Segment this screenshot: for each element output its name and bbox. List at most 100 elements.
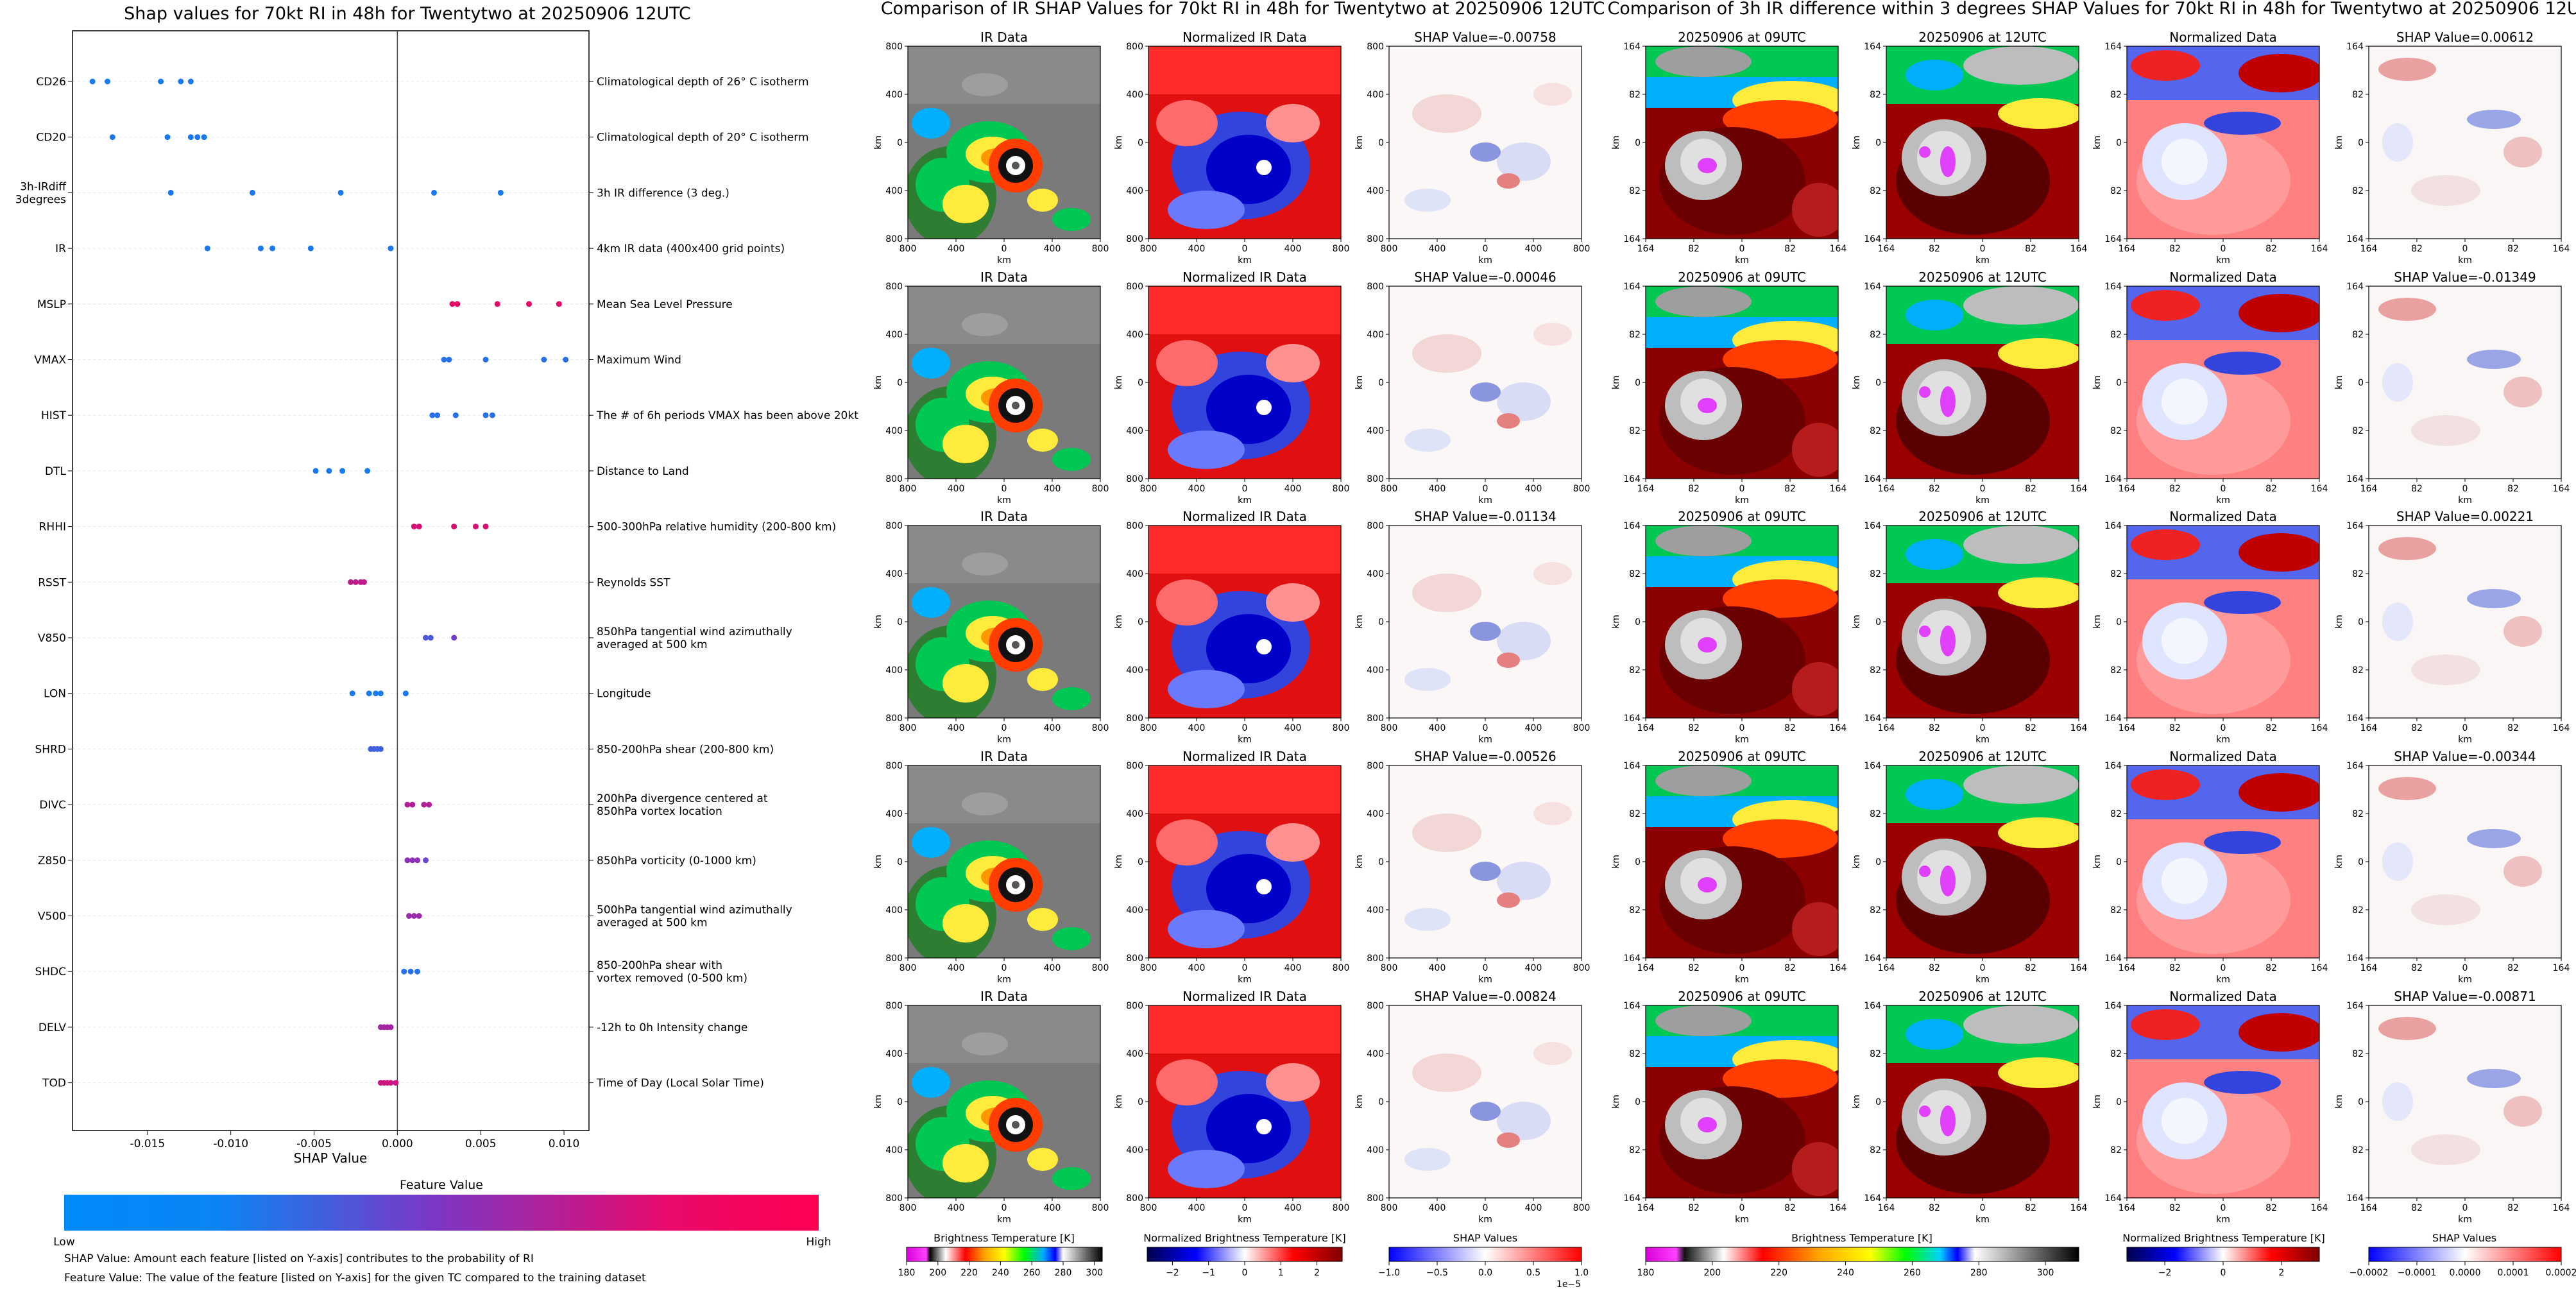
tick-label: 800 (1381, 1203, 1398, 1213)
irdiff-panel-title: Normalized Data (2169, 509, 2277, 524)
tick-label: 0 (1635, 857, 1641, 867)
tick-label: 800 (1126, 282, 1143, 292)
irdiff-panel-image (1646, 46, 1838, 239)
tick-label: 82 (1784, 1203, 1796, 1213)
tick-label: 400 (1188, 723, 1206, 733)
axis-label-x: km (997, 495, 1011, 506)
tick-label: 800 (1126, 234, 1143, 244)
shap-feature-description: Distance to Land (597, 465, 689, 478)
shap-dot (164, 134, 171, 141)
tick-label: 400 (948, 244, 965, 254)
ir-panel-title: Normalized IR Data (1182, 269, 1307, 285)
ir-panel-image (1389, 286, 1582, 479)
tick-label: 800 (885, 234, 903, 244)
tick-label: 164 (2553, 484, 2570, 494)
tick-label: 164 (1864, 234, 1881, 244)
ir-shap-colorbar-label: SHAP Values (1453, 1232, 1517, 1244)
ir-panel-title: IR Data (980, 30, 1028, 45)
tick-label: 164 (1878, 244, 1895, 254)
tick-label: 400 (885, 330, 903, 340)
tick-label: 0 (2358, 138, 2364, 148)
tick-label: 82 (2411, 244, 2423, 254)
tick-label: 400 (948, 963, 965, 973)
axis-label-y: km (873, 615, 883, 629)
tick-label: 82 (1929, 244, 1940, 254)
irdiff-norm-colorbar-label: Normalized Brightness Temperature [K] (2122, 1232, 2325, 1244)
tick-label: 800 (1126, 42, 1143, 52)
irdiff-colorbars: Brightness Temperature [K] Normalized Br… (1637, 1232, 2576, 1278)
tick-label: 800 (1140, 484, 1157, 494)
shap-dot (352, 579, 359, 585)
ir-panel-image (1148, 286, 1341, 479)
tick-label: 400 (1284, 1203, 1302, 1213)
axis-label-x: km (1735, 975, 1749, 985)
axis-label-x: km (2216, 735, 2230, 745)
tick-label: 0 (1980, 1203, 1986, 1213)
tick-label: 164 (1830, 963, 1847, 973)
irdiff-panel-image (2369, 765, 2561, 958)
colorbar-tick-label: 0 (1242, 1268, 1248, 1278)
tick-label: 800 (1367, 1193, 1384, 1204)
irdiff-panel-image (2127, 46, 2319, 239)
feature-value-high-label: High (806, 1236, 831, 1249)
tick-label: 800 (1573, 963, 1591, 973)
tick-label: 400 (948, 723, 965, 733)
tick-label: 82 (1870, 905, 1881, 916)
axis-label-x: km (2458, 1215, 2472, 1225)
axis-label-x: km (1975, 735, 1990, 745)
shap-dot (452, 412, 459, 418)
tick-label: 164 (2070, 244, 2088, 254)
tick-label: 0 (1483, 484, 1488, 494)
shap-dot (454, 301, 461, 307)
tick-label: 0 (2358, 857, 2364, 867)
axis-label-x: km (2216, 495, 2230, 506)
shap-dot (388, 1080, 394, 1086)
tick-label: 82 (2507, 484, 2519, 494)
shap-dot (411, 913, 417, 919)
tick-label: 82 (1870, 186, 1881, 196)
tick-label: 164 (2553, 963, 2570, 973)
shap-dot (326, 468, 332, 474)
tick-label: 82 (2265, 244, 2277, 254)
tick-label: 800 (1367, 474, 1384, 484)
tick-label: 82 (1629, 426, 1641, 436)
tick-label: 82 (2110, 186, 2122, 196)
tick-label: 800 (1367, 713, 1384, 724)
tick-label: 82 (2352, 665, 2364, 676)
tick-label: 82 (2169, 723, 2181, 733)
tick-label: 800 (1573, 723, 1591, 733)
shap-dot (402, 690, 409, 697)
tick-label: 400 (885, 569, 903, 579)
shap-summary-axes (72, 30, 590, 1131)
colorbar-tick-label: −0.0002 (2350, 1268, 2389, 1278)
irdiff-panel-title: Normalized Data (2169, 269, 2277, 285)
tick-label: 164 (1830, 1203, 1847, 1213)
tick-label: 800 (1573, 244, 1591, 254)
tick-label: 800 (1367, 42, 1384, 52)
tick-label: 164 (1637, 484, 1655, 494)
shap-feature-descriptions: Climatological depth of 26° C isotherm Cl… (596, 76, 858, 1090)
tick-label: 0 (2221, 244, 2226, 254)
tick-label: 0 (1378, 617, 1384, 627)
tick-label: 82 (2352, 569, 2364, 579)
ir-shap-comparison: Comparison of IR SHAP Values for 70kt RI… (873, 0, 1605, 1289)
shap-feature-description: Maximum Wind (597, 354, 681, 367)
colorbar-tick-label: 2 (2278, 1268, 2284, 1278)
tick-label: 400 (1126, 426, 1143, 436)
tick-label: 0 (2358, 378, 2364, 388)
tick-label: 0 (1739, 963, 1745, 973)
tick-label: 0 (1875, 378, 1881, 388)
shap-x-tick-label: 0.005 (465, 1138, 497, 1150)
tick-label: 82 (2110, 330, 2122, 340)
colorbar-tick-label: 0.0000 (2450, 1268, 2481, 1278)
axis-label-x: km (997, 1215, 1011, 1225)
tick-label: 82 (2352, 426, 2364, 436)
shap-dot (426, 801, 432, 808)
tick-label: 0 (2358, 1097, 2364, 1107)
tick-label: 400 (1429, 723, 1446, 733)
axis-label-x: km (1975, 1215, 1990, 1225)
